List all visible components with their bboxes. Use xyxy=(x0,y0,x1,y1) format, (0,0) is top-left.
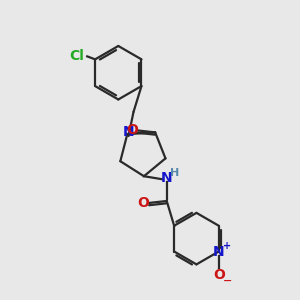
Text: O: O xyxy=(137,196,149,210)
Text: H: H xyxy=(170,168,179,178)
Text: N: N xyxy=(122,125,134,139)
Text: Cl: Cl xyxy=(69,50,84,63)
Text: −: − xyxy=(223,276,232,286)
Text: O: O xyxy=(127,123,138,137)
Text: O: O xyxy=(213,268,225,282)
Text: N: N xyxy=(161,171,172,185)
Text: +: + xyxy=(223,241,231,250)
Text: N: N xyxy=(213,244,225,259)
